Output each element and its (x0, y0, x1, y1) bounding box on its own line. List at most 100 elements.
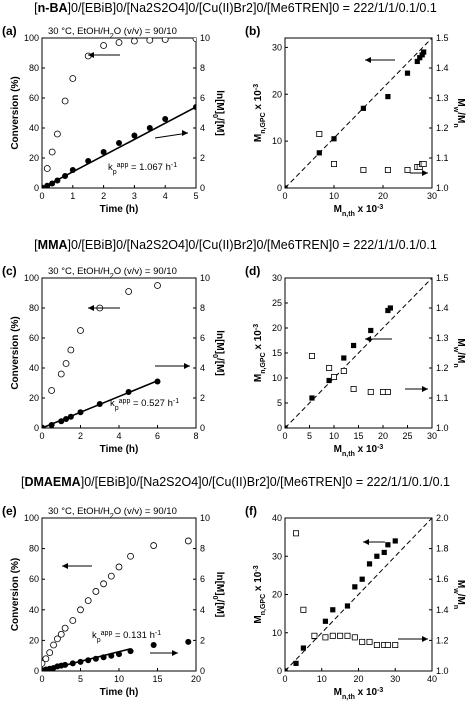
data-point-filled-circle (116, 140, 122, 146)
y-axis-title: Mn,GPC x 10-3 (253, 565, 267, 623)
data-point-filled-circle (85, 158, 92, 164)
data-point-open-square (340, 367, 347, 374)
data-point-open-circle (48, 148, 56, 156)
y-axis-title: Conversion (%) (10, 316, 21, 389)
data-point-filled-square (414, 58, 420, 65)
data-point-open-circle (46, 649, 54, 657)
x-tick-label: 0 (39, 674, 44, 684)
data-point-filled-circle (77, 658, 84, 665)
data-point-open-square (311, 632, 318, 639)
x-tick-label: 20 (378, 191, 388, 201)
data-point-open-square (300, 606, 307, 613)
y2-axis-title: Mw/Mn (453, 338, 467, 367)
x-tick-label: 15 (353, 431, 363, 441)
data-point-filled-circle (116, 651, 122, 658)
x-axis-title: Mn,th x 10-3 (334, 687, 384, 701)
y2-tick-label: 8 (200, 63, 205, 73)
data-point-filled-circle (54, 177, 61, 184)
x-tick-label: 5 (307, 431, 312, 441)
x-tick-label: 20 (378, 431, 388, 441)
y2-tick-label: 1.6 (436, 574, 449, 584)
data-point-open-circle (77, 327, 84, 334)
x-tick-label: 20 (191, 674, 201, 684)
data-point-open-square (384, 166, 391, 173)
data-point-open-square (360, 166, 367, 173)
data-point-filled-circle (108, 652, 115, 659)
y-tick-label: 60 (29, 93, 39, 103)
y2-tick-label: 1.1 (436, 153, 449, 163)
y-tick-label: 40 (29, 605, 39, 615)
y-tick-label: 100 (24, 33, 39, 43)
y-tick-label: 20 (29, 393, 39, 403)
y2-tick-label: 1.2 (436, 363, 449, 373)
data-point-filled-circle (146, 125, 153, 131)
data-layer (285, 278, 432, 428)
panel-label: (e) (2, 504, 17, 518)
y2-tick-label: 0 (200, 183, 205, 193)
arrow-to-right-axis-head (422, 386, 428, 392)
data-layer (285, 518, 432, 671)
data-point-open-circle (154, 282, 161, 289)
data-point-filled-square (352, 584, 358, 590)
data-point-filled-circle (193, 104, 196, 110)
x-tick-label: 2 (101, 191, 106, 201)
data-point-open-circle (150, 542, 158, 549)
data-point-open-square (404, 166, 411, 173)
y2-tick-label: 1.4 (436, 605, 449, 615)
y2-tick-label: 4 (200, 123, 205, 133)
y-axis-title: Conversion (%) (10, 558, 21, 631)
y2-tick-label: 0 (200, 666, 205, 676)
data-point-open-circle (125, 288, 133, 295)
y2-tick-label: 1.8 (436, 544, 449, 554)
data-point-open-circle (127, 552, 134, 560)
data-point-filled-square (360, 105, 366, 111)
data-point-filled-circle (125, 389, 132, 395)
title-formula: ]0/[EBiB]0/[Na2S2O4]0/[Cu(II)Br2]0/[Me6T… (67, 238, 437, 252)
rate-constant-label: kpapp = 0.527 h-1 (110, 398, 179, 412)
data-point-filled-circle (154, 378, 161, 385)
arrow-to-right-axis-head (422, 170, 428, 176)
data-point-open-circle (69, 617, 77, 624)
data-point-open-circle (77, 606, 84, 614)
data-point-filled-circle (69, 660, 76, 667)
x-tick-label: 15 (152, 674, 162, 684)
x-tick-label: 40 (427, 674, 437, 684)
data-point-open-square (384, 641, 391, 648)
data-point-filled-circle (48, 422, 55, 428)
y2-tick-label: 2 (200, 393, 205, 403)
y2-axis-title: ln[M]0/[M] (212, 330, 226, 376)
row-title-mma: [MMA]0/[EBiB]0/[Na2S2O4]0/[Cu(II)Br2]0/[… (34, 238, 437, 252)
arrow-to-right-axis-head (172, 650, 178, 656)
data-point-filled-square (330, 607, 336, 613)
chart-panel-f: (f)0 10 20 30 400102030401.01.21.41.61.82.0M… (245, 504, 466, 701)
data-point-open-square (322, 634, 329, 641)
x-tick-label: 10 (329, 191, 339, 201)
data-point-open-square (326, 364, 333, 371)
data-point-open-square (366, 638, 373, 645)
y2-tick-label: 1.5 (436, 273, 449, 283)
data-point-open-square (350, 385, 357, 392)
y2-tick-label: 1.1 (436, 393, 449, 403)
arrow-to-left-axis-head (88, 52, 94, 58)
x-tick-label: 0 (39, 191, 44, 201)
data-point-open-square (379, 388, 386, 395)
y-tick-label: 40 (272, 513, 282, 523)
data-point-open-square (344, 632, 351, 639)
plot-frame (284, 37, 433, 189)
data-point-open-circle (146, 38, 154, 44)
data-point-filled-circle (150, 641, 157, 648)
y2-axis-title: ln[M]0/[M] (212, 572, 226, 618)
data-layer (285, 38, 432, 188)
panel-label: (c) (2, 264, 17, 278)
data-point-open-circle (54, 635, 61, 643)
data-point-filled-square (385, 542, 391, 548)
data-point-filled-circle (185, 638, 192, 645)
x-tick-label: 30 (390, 674, 400, 684)
chart-panel-b: (b)0 10 20 3001020301.01.11.21.31.41.5Mn,th… (245, 24, 466, 218)
condition-label: 30 °C, EtOH/H2O (v/v) = 90/10 (48, 506, 177, 520)
row-title-nba: [n-BA]0/[EBiB]0/[Na2S2O4]0/[Cu(II)Br2]0/… (34, 1, 437, 15)
title-formula: ]0/[EBiB]0/[Na2S2O4]0/[Cu(II)Br2]0/[Me6T… (80, 475, 451, 489)
data-point-open-circle (67, 346, 75, 354)
